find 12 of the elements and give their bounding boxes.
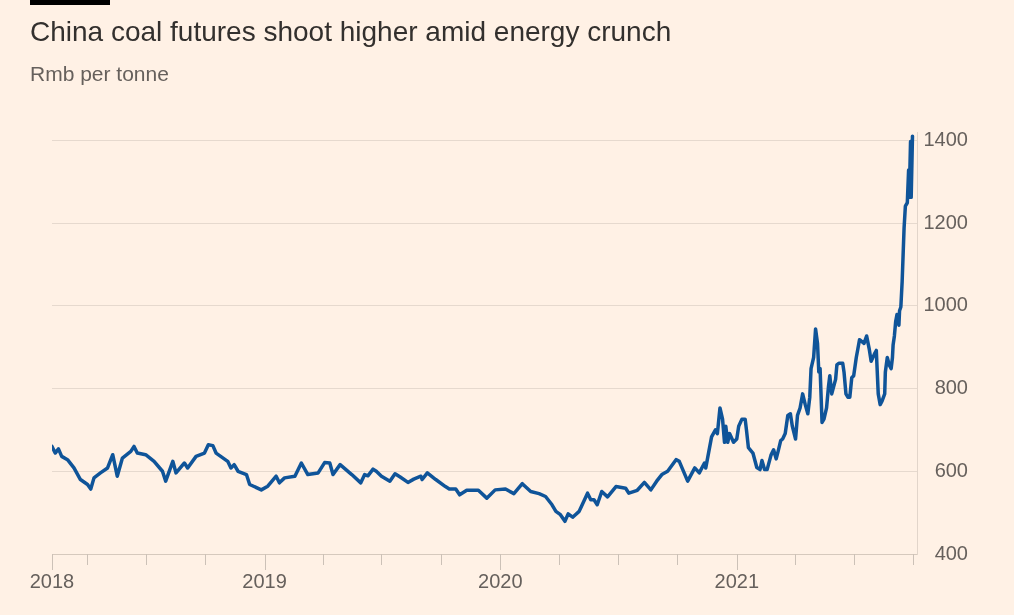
y-tick-label: 1000 [923,293,968,316]
y-tick-label: 1400 [923,127,968,150]
x-tick-label: 2020 [478,569,523,592]
chart-title: China coal futures shoot higher amid energy crunch [30,16,672,48]
y-tick-label: 800 [934,376,968,399]
y-tick-label: 400 [934,541,968,564]
y-tick-label: 600 [934,458,968,481]
x-tick-label: 2021 [714,569,760,592]
x-tick-label: 2018 [29,569,75,592]
chart-subtitle: Rmb per tonne [30,62,169,86]
x-tick-label: 2019 [242,569,287,592]
y-tick-label: 1200 [923,210,968,233]
